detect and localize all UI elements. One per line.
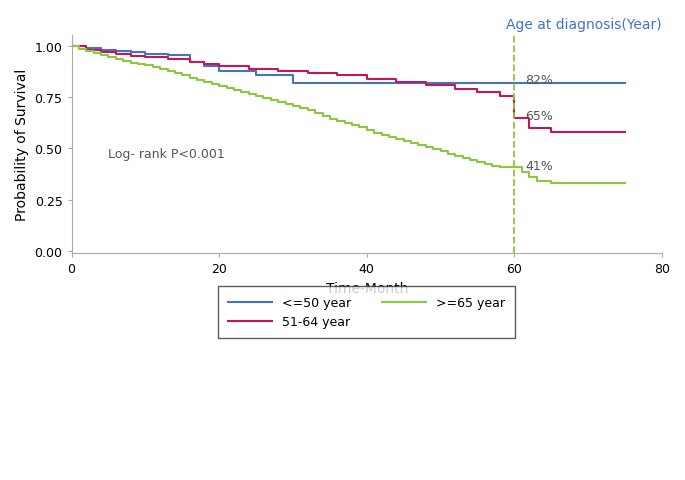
Text: 41%: 41% [525, 160, 553, 173]
Y-axis label: Probability of Survival: Probability of Survival [15, 69, 29, 221]
X-axis label: Time-Month: Time-Month [325, 281, 408, 295]
Text: 65%: 65% [525, 110, 553, 123]
Text: Age at diagnosis(Year): Age at diagnosis(Year) [506, 18, 662, 32]
Text: Log- rank P<0.001: Log- rank P<0.001 [108, 147, 225, 160]
Text: 82%: 82% [525, 74, 553, 87]
Legend: <=50 year, 51-64 year, >=65 year: <=50 year, 51-64 year, >=65 year [219, 287, 515, 339]
